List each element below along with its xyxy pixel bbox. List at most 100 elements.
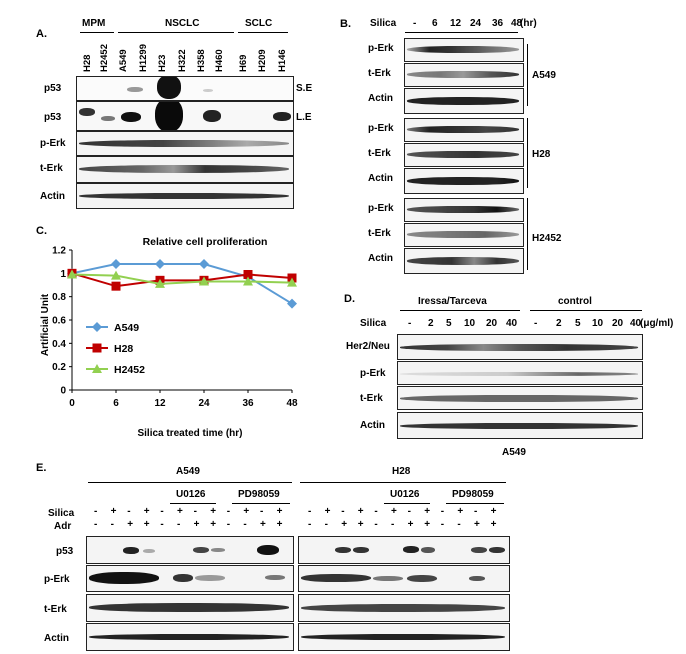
data-point-triangle — [92, 364, 102, 373]
b-row-label: t-Erk — [368, 68, 391, 79]
blot-b-row — [404, 143, 524, 167]
e-silica-sign: + — [457, 506, 464, 517]
blot-d-her2 — [397, 334, 643, 360]
d-treatment-label: Silica — [360, 318, 387, 329]
a-lane-label: H1299 — [138, 44, 149, 72]
e-adr-sign: - — [160, 519, 164, 530]
blot-b-row — [404, 118, 524, 142]
group-nsclc-line — [118, 32, 234, 33]
b-row-label: t-Erk — [368, 148, 391, 159]
e-adr-sign: + — [127, 519, 134, 530]
e-silica-sign: - — [440, 506, 445, 517]
x-tick-label: 24 — [198, 398, 210, 409]
e-row-p53: p53 — [56, 546, 74, 557]
blot-band — [407, 46, 519, 53]
e-adr-sign: + — [143, 519, 150, 530]
d-cell: A549 — [502, 447, 526, 458]
blot-band — [407, 177, 519, 185]
e-silica-sign: - — [407, 506, 411, 517]
d-row-terk: t-Erk — [360, 393, 383, 404]
blot-band — [407, 257, 519, 265]
x-tick-label: 0 — [69, 398, 75, 409]
d-row-perk: p-Erk — [360, 368, 386, 379]
chart-legend: A549 H28 H2452 — [86, 322, 145, 376]
data-point-triangle — [287, 277, 297, 287]
d-dose-label-iressa: 40 — [506, 318, 518, 329]
b-row-label: t-Erk — [368, 228, 391, 239]
y-tick-label: 0.8 — [52, 292, 66, 303]
d-row-her2: Her2/Neu — [346, 341, 390, 352]
e-silica-sign: + — [243, 506, 250, 517]
blot-b-row — [404, 88, 524, 114]
y-tick-label: 1.2 — [52, 246, 66, 257]
b-row-label: p-Erk — [368, 203, 394, 214]
blot-a-terk — [76, 156, 294, 183]
blot-e-h28-perk — [298, 565, 510, 592]
blot-e-a549-actin — [86, 623, 294, 651]
e-inhibitor-h28-u0126: U0126 — [390, 489, 420, 500]
e-adr-sign: + — [357, 519, 364, 530]
e-silica-sign: - — [260, 506, 264, 517]
e-silica-sign: + — [210, 506, 217, 517]
a-exposure-le: L.E — [296, 112, 312, 123]
e-cell-a549-line — [88, 482, 292, 483]
legend-label: H28 — [114, 343, 133, 355]
y-tick-label: 0.6 — [52, 316, 66, 327]
e-cell-a549: A549 — [176, 466, 200, 477]
blot-band — [407, 206, 519, 213]
e-adr-sign: - — [457, 519, 461, 530]
blot-a-perk — [76, 131, 294, 156]
b-cell-h28: H28 — [532, 149, 551, 160]
blot-b-row — [404, 248, 524, 274]
b-bracket-a549 — [527, 44, 528, 106]
chart-title: Relative cell proliferation — [143, 236, 268, 248]
a-lane-label: H358 — [196, 49, 207, 72]
e-row-actin: Actin — [44, 633, 69, 644]
group-sclc: SCLC — [245, 18, 273, 29]
data-point-diamond — [111, 259, 121, 269]
e-silica-sign: - — [127, 506, 131, 517]
e-adr-sign: - — [391, 519, 395, 530]
e-silica-sign: - — [226, 506, 231, 517]
b-treatment-label: Silica — [370, 18, 397, 29]
e-silica-sign: - — [160, 506, 164, 517]
e-silica-sign: - — [308, 506, 312, 517]
d-dose-label-iressa: 5 — [446, 318, 452, 329]
d-group-iressa-line — [400, 310, 520, 311]
blot-d-actin — [397, 412, 643, 439]
blot-d-perk — [397, 361, 643, 385]
d-dose-label-control: 2 — [556, 318, 562, 329]
data-point-square — [243, 270, 253, 279]
data-point-diamond — [287, 298, 297, 309]
proliferation-chart: Relative cell proliferation Artificial U… — [40, 236, 298, 439]
chart-y-axis-label: Artificial Unit — [40, 293, 51, 356]
b-bracket-h2452 — [527, 198, 528, 270]
data-point-square — [111, 281, 121, 291]
e-cell-h28: H28 — [392, 466, 411, 477]
e-inhibitor-a549-pd-line — [232, 503, 290, 504]
e-inhibitor-h28-u0126-line — [384, 503, 430, 504]
b-header-line — [405, 32, 518, 33]
d-dose-label-iressa: 2 — [428, 318, 434, 329]
d-group-control-line — [530, 310, 642, 311]
d-group-control: control — [558, 296, 592, 307]
e-silica-sign: + — [357, 506, 364, 517]
series-line-h28 — [71, 272, 293, 288]
e-silica-sign: + — [490, 506, 497, 517]
b-row-label: Actin — [368, 173, 393, 184]
e-adr-sign: + — [407, 519, 414, 530]
data-point-square — [92, 343, 102, 353]
e-silica-sign: + — [424, 506, 431, 517]
b-unit: (hr) — [520, 18, 537, 29]
panel-d-label: D. — [344, 293, 355, 305]
e-silica-sign: - — [341, 506, 345, 517]
e-adr-sign: - — [324, 519, 328, 530]
e-silica-sign: + — [143, 506, 150, 517]
b-row-label: p-Erk — [368, 123, 394, 134]
d-dose-label-iressa: - — [408, 318, 412, 329]
blot-band — [407, 71, 519, 78]
e-adr-sign: + — [341, 519, 348, 530]
blot-e-a549-terk — [86, 594, 294, 622]
panel-c-label: C. — [36, 225, 47, 237]
blot-e-a549-p53 — [86, 536, 294, 564]
